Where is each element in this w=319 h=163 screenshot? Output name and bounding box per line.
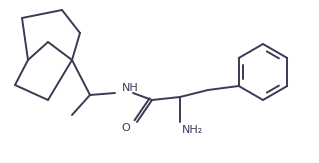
Text: O: O [122,123,130,133]
Text: NH₂: NH₂ [182,125,203,135]
Text: NH: NH [122,83,139,93]
